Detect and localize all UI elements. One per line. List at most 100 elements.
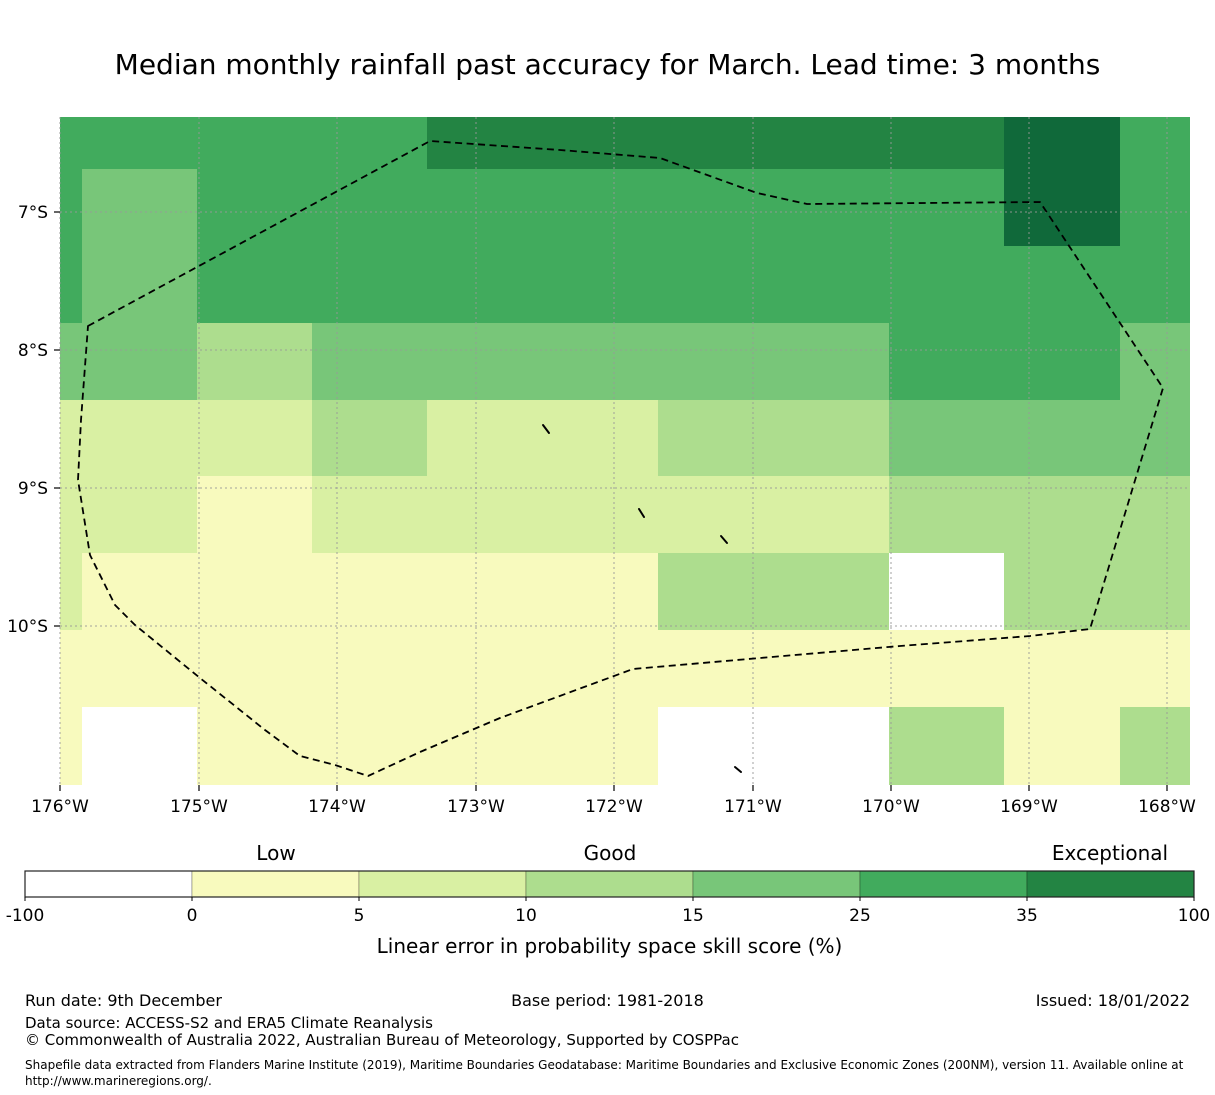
map-cell <box>82 117 197 169</box>
map-cell <box>197 246 312 323</box>
map-cell <box>197 476 312 553</box>
data-source-text: Data source: ACCESS-S2 and ERA5 Climate … <box>25 1014 433 1032</box>
map-cell <box>658 400 773 476</box>
copyright-text: © Commonwealth of Australia 2022, Austra… <box>25 1031 739 1049</box>
map-cell <box>312 476 427 553</box>
x-tick-label: 174°W <box>308 797 366 817</box>
map-cell <box>543 117 658 169</box>
map-cell <box>197 169 312 246</box>
map-cell <box>312 400 427 476</box>
island-coastline-mark <box>638 508 645 518</box>
map-cell <box>1004 476 1120 553</box>
map-cell <box>60 117 82 169</box>
map-cell <box>82 246 197 323</box>
map-cell <box>312 323 427 400</box>
map-cell <box>773 169 889 246</box>
map-cell <box>312 630 427 707</box>
map-cell <box>60 553 82 630</box>
map-cell <box>658 553 773 630</box>
island-coastline-mark <box>542 424 550 434</box>
map-cell <box>312 707 427 785</box>
map-cell <box>543 400 658 476</box>
map-cell <box>82 476 197 553</box>
colorbar-segment <box>24 870 193 898</box>
map-axes: 176°W 175°W 174°W 173°W 172°W 171°W 170°W 169°W… <box>7 203 1196 817</box>
colorbar-tick-label: -100 <box>6 906 45 926</box>
colorbar-segment <box>859 870 1028 898</box>
colorbar-tick-label: 15 <box>682 906 704 926</box>
map-cell <box>82 169 197 246</box>
map-cell <box>82 630 197 707</box>
x-tick-label: 173°W <box>447 797 505 817</box>
x-tick-label: 168°W <box>1138 797 1196 817</box>
map-cell <box>197 630 312 707</box>
map-cell <box>197 117 312 169</box>
colorbar-tick-label: 5 <box>354 906 365 926</box>
y-tick-label: 10°S <box>7 617 48 637</box>
map-cell <box>60 323 82 400</box>
island-marks <box>542 424 742 773</box>
map-cell <box>543 323 658 400</box>
x-tick-label: 176°W <box>31 797 89 817</box>
map-cell <box>82 553 197 630</box>
map-cell <box>658 246 773 323</box>
y-tick-label: 8°S <box>18 341 48 361</box>
map-cell <box>889 476 1004 553</box>
map-cell <box>543 246 658 323</box>
map-cell <box>658 707 773 785</box>
map-cell <box>1004 400 1120 476</box>
map-cell <box>427 169 543 246</box>
colorbar: -100 0 5 10 15 25 35 100 Low Good Exceptional Linea… <box>6 841 1211 958</box>
map-cell <box>889 246 1004 323</box>
map-cell <box>312 553 427 630</box>
map-cell <box>1120 323 1190 400</box>
colorbar-zone-label: Low <box>256 841 295 865</box>
map-cell <box>197 323 312 400</box>
map-cell <box>658 476 773 553</box>
page-title: Median monthly rainfall past accuracy fo… <box>114 48 1101 81</box>
island-coastline-mark <box>720 535 728 544</box>
map-cell <box>889 117 1004 169</box>
map-cell <box>658 169 773 246</box>
map-cell <box>773 707 889 785</box>
map-cell <box>889 400 1004 476</box>
eez-boundary-line <box>77 140 1164 777</box>
map-cell <box>427 476 543 553</box>
map-cell <box>773 323 889 400</box>
map-cell <box>889 553 1004 630</box>
map-cell <box>543 476 658 553</box>
x-tick-label: 169°W <box>1000 797 1058 817</box>
map-cell <box>197 707 312 785</box>
map-cell <box>197 553 312 630</box>
colorbar-tick-label: 100 <box>1178 906 1210 926</box>
map-cell <box>889 169 1004 246</box>
map-cell <box>1004 117 1120 169</box>
x-tick-label: 171°W <box>724 797 782 817</box>
map-cell <box>427 117 543 169</box>
x-tick-label: 170°W <box>862 797 920 817</box>
map-cell <box>82 400 197 476</box>
map-cell <box>773 400 889 476</box>
base-period-text: Base period: 1981-2018 <box>511 991 704 1010</box>
map-cell <box>543 707 658 785</box>
map-cell <box>773 117 889 169</box>
map-cell <box>889 707 1004 785</box>
map-cell <box>889 323 1004 400</box>
map-cell <box>1004 553 1120 630</box>
colorbar-tick-label: 35 <box>1016 906 1038 926</box>
map-cell <box>1120 169 1190 246</box>
map-cell <box>427 323 543 400</box>
y-tick-label: 7°S <box>18 203 48 223</box>
colorbar-tick-label: 10 <box>515 906 537 926</box>
map-cell <box>1120 707 1190 785</box>
map-cell <box>773 630 889 707</box>
map-cell <box>1120 553 1190 630</box>
map-cell <box>1004 169 1120 246</box>
y-tick-label: 9°S <box>18 479 48 499</box>
shapefile-attribution-text: Shapefile data extracted from Flanders M… <box>25 1058 1184 1088</box>
colorbar-tick-label: 25 <box>849 906 871 926</box>
map-cell <box>543 553 658 630</box>
colorbar-zone-label: Exceptional <box>1052 841 1168 865</box>
graticule-gridlines <box>59 117 1190 785</box>
